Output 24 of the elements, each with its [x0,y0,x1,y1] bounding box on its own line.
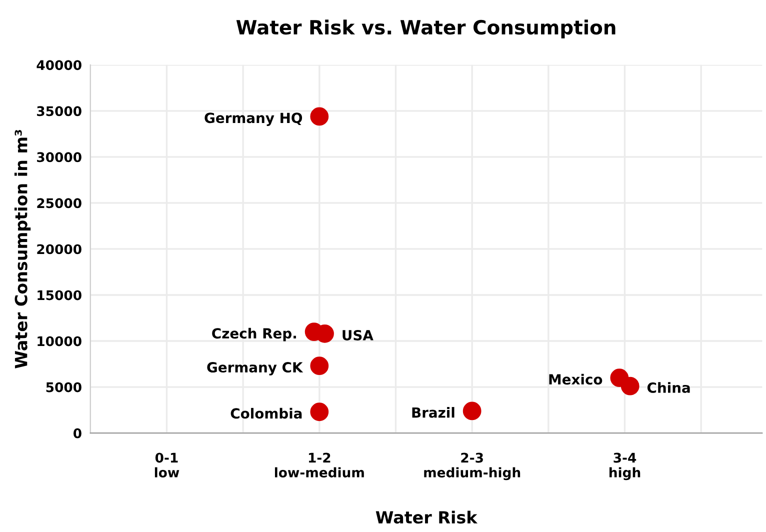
y-tick-label: 15000 [38,290,82,300]
y-tick-label: 10000 [38,336,82,346]
annotation: China [647,382,690,393]
annotation: Brazil [412,407,454,418]
y-tick-label: 30000 [37,152,82,162]
y-tick-label: 35000 [37,106,82,116]
annotation: Germany HQ [204,112,302,126]
y-tick-label: 0 [74,428,82,438]
y-tick-label: 5000 [46,382,82,392]
annotation: Colombia [230,408,302,419]
y-tick-label: 40000 [36,60,82,70]
y-tick-label: 20000 [37,244,82,254]
annotation: Germany CK [207,362,304,376]
chart-title: Water Risk vs. Water Consumption [236,20,616,38]
x-tick-label: 1-2 low-medium [274,452,364,478]
y-axis-title: Water Consumption in m³ [14,130,31,368]
annotation: Mexico [549,374,602,385]
x-tick-label: 3-4 high [609,452,640,480]
annotation: Czech Rep. [212,328,296,342]
annotation: USA [342,330,374,340]
y-tick-label: 25000 [37,198,82,208]
x-tick-label: 2-3 medium-high [424,452,520,480]
x-tick-label: 0-1 low [154,452,180,478]
x-axis-title: Water Risk [376,510,478,524]
